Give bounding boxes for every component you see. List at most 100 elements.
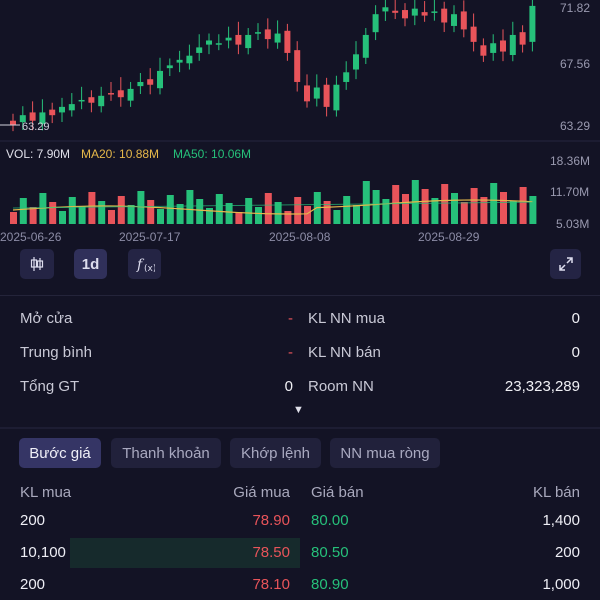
candle-body	[215, 43, 222, 45]
candle-body	[137, 81, 144, 87]
volume-bar	[343, 196, 351, 224]
volume-label-mid: 11.70M	[550, 185, 589, 199]
volume-bar	[382, 199, 390, 224]
date-label: 2025-08-08	[269, 230, 331, 244]
volume-bar	[88, 192, 96, 224]
orderbook-row[interactable]: 200 78.90 80.00 1,400	[0, 506, 600, 536]
candle-body	[402, 10, 408, 19]
volume-bar	[206, 208, 213, 224]
candle-body	[108, 93, 114, 95]
volume-bar	[245, 198, 253, 224]
volume-bar	[441, 184, 449, 224]
candle-body	[353, 54, 359, 70]
candle-body	[480, 45, 487, 56]
volume-bar	[78, 206, 86, 224]
candle-body	[304, 85, 310, 102]
candle-body	[19, 115, 26, 123]
candle-body	[88, 97, 95, 103]
volume-bar	[186, 190, 194, 224]
volume-bar	[225, 203, 233, 224]
volume-bar	[509, 201, 517, 224]
volume-depth-bar	[70, 538, 300, 568]
tab-thanh-khoan[interactable]: Thanh khoản	[111, 438, 221, 468]
ma20-line	[12, 199, 533, 215]
volume-bar	[117, 196, 125, 224]
chart-toolbar: 1d f (x)	[0, 249, 600, 281]
volume-bar	[98, 201, 106, 224]
svg-text:(x): (x)	[144, 264, 155, 274]
gia-mua: 78.50	[252, 544, 290, 561]
candle-body	[460, 11, 467, 30]
volume-bar	[284, 211, 292, 224]
candle-body	[490, 43, 497, 53]
candle-body	[264, 29, 271, 40]
volume-bar	[166, 195, 174, 224]
stat-label: Tổng GT	[20, 378, 80, 395]
low-marker-label: 63.29	[22, 121, 50, 133]
stat-value: -	[288, 344, 293, 361]
svg-text:f: f	[136, 257, 145, 273]
candle-body	[186, 55, 193, 64]
price-label-mid: 67.56	[560, 57, 590, 71]
tab-buoc-gia[interactable]: Bước giá	[19, 438, 101, 468]
interval-1d-button[interactable]: 1d	[74, 249, 107, 279]
ma50-line	[12, 201, 533, 209]
stat-value: 0	[571, 310, 580, 327]
volume-bar	[323, 201, 331, 224]
candle-body	[39, 112, 46, 125]
volume-bar	[304, 206, 311, 224]
volume-label-high: 18.36M	[550, 154, 590, 168]
candle-body	[245, 34, 252, 49]
gia-mua: 78.90	[252, 512, 290, 529]
orderbook-row[interactable]: 200 78.10 80.90 1,000	[0, 570, 600, 600]
tab-khop-lenh[interactable]: Khớp lệnh	[230, 438, 321, 468]
candle-body	[382, 7, 389, 12]
stat-label: Mở cửa	[20, 310, 73, 327]
gia-mua: 78.10	[252, 576, 290, 593]
kl-mua: 200	[20, 576, 46, 593]
stat-label: KL NN bán	[308, 344, 381, 361]
orderbook-header: KL mua Giá mua Giá bán KL bán	[0, 484, 600, 504]
candle-body	[421, 12, 428, 16]
orderbook-row[interactable]: 10,100 78.50 80.50 200	[0, 538, 600, 568]
candle-body	[147, 79, 154, 85]
stats-row: Mở cửa - KL NN mua 0	[0, 306, 600, 332]
volume-bar	[362, 181, 370, 224]
volume-bar	[431, 198, 439, 224]
candle-body	[392, 10, 399, 13]
volume-bar	[460, 202, 468, 224]
candlestick-button[interactable]	[20, 249, 54, 279]
candle-body	[274, 33, 281, 43]
volume-bar	[176, 204, 184, 224]
candle-body	[225, 37, 232, 41]
volume-bar	[147, 200, 155, 224]
col-kl-ban: KL bán	[533, 484, 580, 501]
volume-bar	[372, 190, 380, 224]
volume-bar	[10, 212, 17, 224]
stat-value: 0	[284, 378, 293, 395]
candle-body	[157, 70, 163, 89]
expand-chart-button[interactable]	[550, 249, 581, 279]
volume-series	[10, 180, 537, 224]
kl-ban: 1,400	[542, 512, 580, 529]
volume-bar	[529, 196, 537, 224]
tab-nn-mua-rong[interactable]: NN mua ròng	[330, 438, 440, 468]
indicator-button[interactable]: f (x)	[128, 249, 161, 279]
candle-body	[431, 11, 438, 13]
price-label-low: 63.29	[560, 119, 590, 133]
volume-bar	[235, 212, 243, 224]
candlestick-icon	[30, 257, 44, 271]
volume-bar	[274, 202, 282, 224]
volume-legend-vol: VOL: 7.90M	[6, 147, 70, 161]
date-label: 2025-07-17	[119, 230, 181, 244]
expand-stats-icon[interactable]: ▼	[293, 404, 304, 416]
candle-body	[117, 90, 124, 98]
gia-ban: 80.50	[311, 544, 349, 561]
candle-body	[313, 87, 320, 99]
candle-body	[500, 40, 506, 52]
gia-ban: 80.00	[311, 512, 349, 529]
price-volume-chart[interactable]: 71.82 67.56 63.29 63.29 VOL: 7.90M MA20:…	[0, 0, 600, 250]
candle-body	[78, 99, 85, 102]
candle-body	[68, 104, 75, 111]
volume-bar	[157, 209, 164, 224]
